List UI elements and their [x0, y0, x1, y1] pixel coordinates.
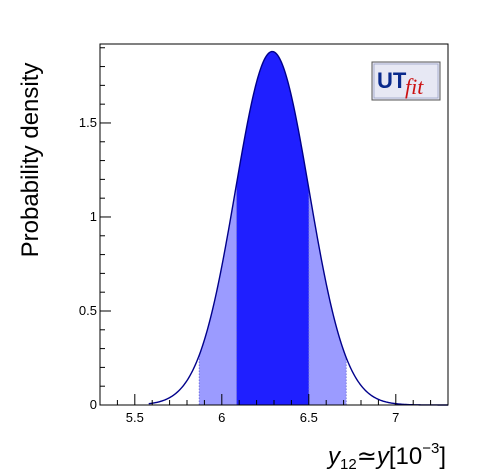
x-tick-label: 7 [392, 410, 399, 425]
logo-text-sub: fit [405, 74, 424, 99]
probability-regions [198, 51, 347, 406]
x-tick-label: 5.5 [126, 410, 144, 425]
utfit-logo: UT fit [371, 61, 441, 101]
y-tick-label: 0.5 [79, 303, 97, 318]
y-tick-label: 0 [90, 397, 97, 412]
density-curve [148, 50, 448, 406]
logo-text-main: UT [377, 68, 407, 93]
x-tick-label: 6.5 [300, 410, 318, 425]
y-tick-label: 1 [90, 209, 97, 224]
x-tick-label: 6 [218, 410, 225, 425]
y-tick-label: 1.5 [79, 115, 97, 130]
y-axis-title: Probability density [17, 63, 44, 258]
x-axis-ticks: 5.5 6 6.5 7 [99, 394, 449, 425]
x-axis-title: y12≃y[10−3] [326, 440, 446, 473]
y-axis-ticks: 0 0.5 1 1.5 [79, 47, 111, 412]
interval-68-region [236, 51, 309, 406]
